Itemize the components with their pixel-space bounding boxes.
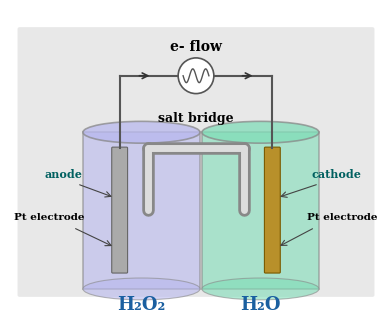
Text: H₂O: H₂O <box>240 296 281 314</box>
Ellipse shape <box>202 121 319 143</box>
FancyBboxPatch shape <box>112 147 127 273</box>
Text: Pt electrode: Pt electrode <box>14 213 85 222</box>
Circle shape <box>178 58 214 94</box>
Text: salt bridge: salt bridge <box>158 112 234 125</box>
FancyBboxPatch shape <box>265 147 280 273</box>
Text: Pt electrode: Pt electrode <box>307 213 378 222</box>
Text: H₂O₂: H₂O₂ <box>117 296 166 314</box>
FancyBboxPatch shape <box>18 27 374 297</box>
Ellipse shape <box>202 278 319 300</box>
Text: cathode: cathode <box>312 170 362 180</box>
Ellipse shape <box>83 121 200 143</box>
Ellipse shape <box>83 278 200 300</box>
Text: e- flow: e- flow <box>170 40 222 54</box>
Bar <box>202 132 319 289</box>
Bar <box>83 132 200 289</box>
Text: anode: anode <box>44 170 82 180</box>
